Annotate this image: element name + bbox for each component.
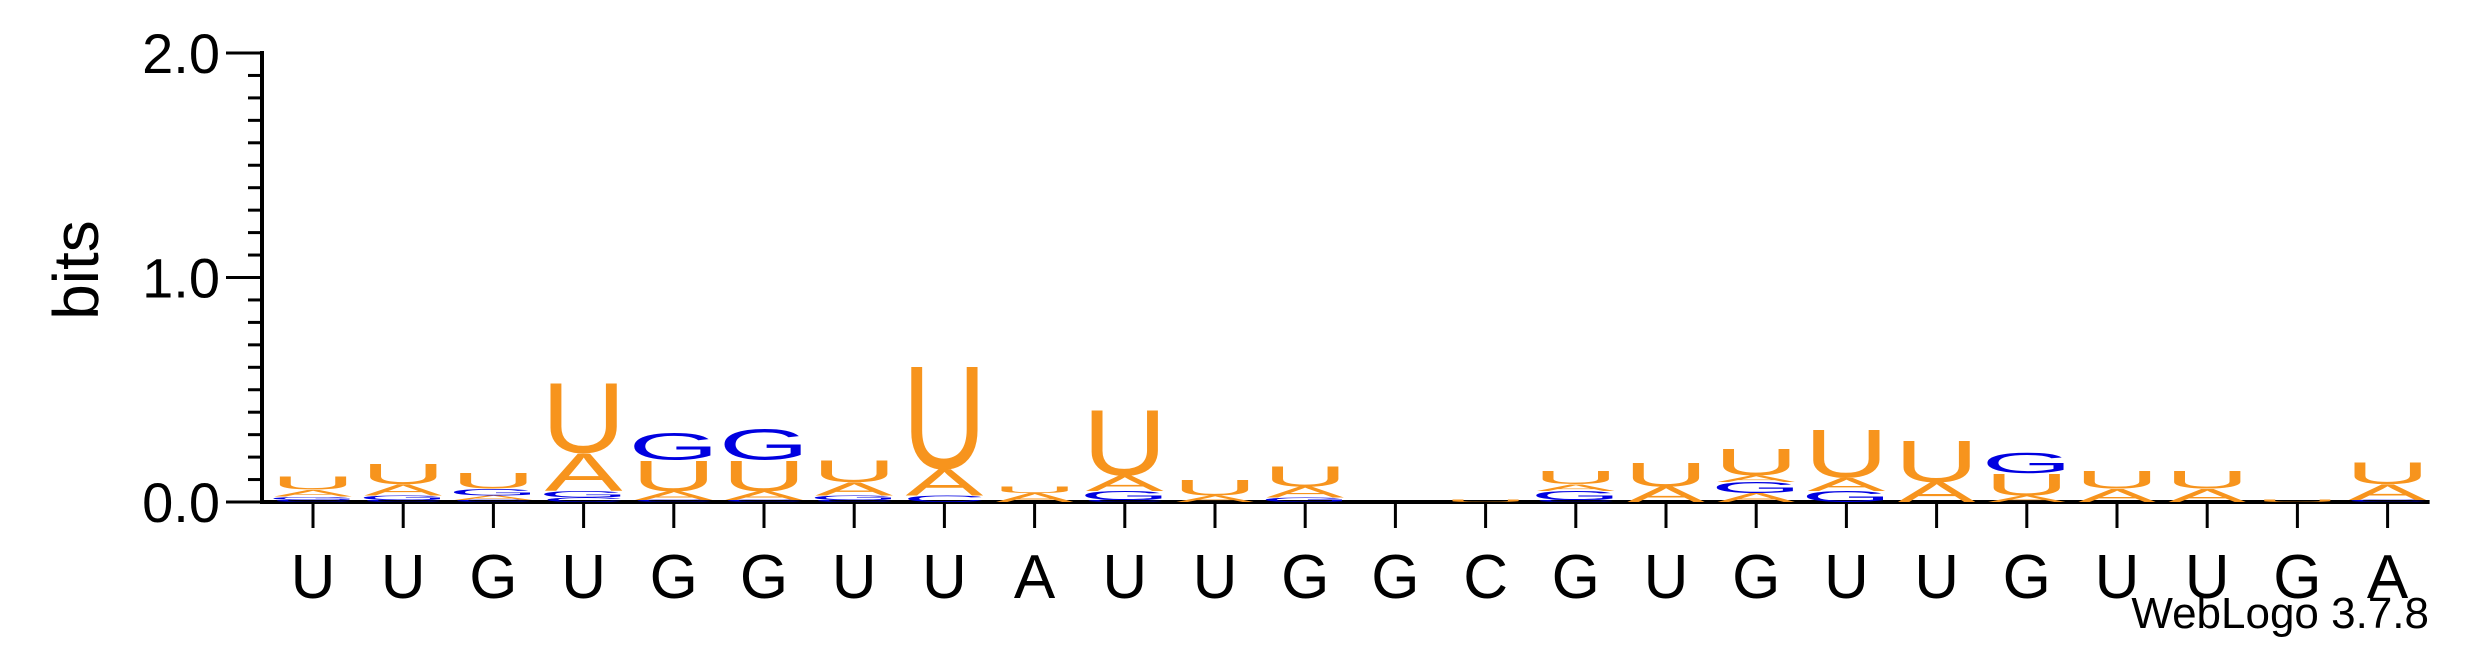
- logo-letter: U: [1534, 467, 1618, 488]
- x-tick-label: U: [922, 543, 967, 612]
- logo-letter: U: [2075, 466, 2159, 494]
- logo-letter: U: [2165, 466, 2249, 494]
- logo-letter: U: [451, 469, 535, 494]
- svg-text:G: G: [1981, 447, 2072, 479]
- logo-letter: U: [541, 363, 625, 475]
- logo-letter: U: [1714, 442, 1798, 484]
- logo-letter: U: [361, 458, 445, 490]
- svg-text:G: G: [628, 426, 719, 468]
- x-tick-label: G: [1281, 543, 1329, 612]
- svg-text:U: U: [1173, 475, 1257, 500]
- x-tick-label: U: [561, 543, 606, 612]
- logo-letter: U: [1804, 415, 1888, 492]
- logo-letter: U: [1263, 461, 1347, 493]
- svg-text:U: U: [2075, 466, 2159, 494]
- x-tick-label: U: [291, 543, 336, 612]
- logo-letter: G: [719, 420, 810, 469]
- svg-text:U: U: [1804, 415, 1888, 492]
- logo-letter: G: [1981, 447, 2072, 479]
- x-tick-label: G: [1732, 543, 1780, 612]
- logo-letter: U: [1083, 391, 1167, 496]
- x-tick-label: A: [1014, 543, 1056, 612]
- y-axis-label: bits: [40, 220, 112, 320]
- logo-letter: U: [1894, 428, 1978, 495]
- y-tick-label: 0.0: [142, 471, 220, 534]
- logo-letter: U: [271, 473, 355, 494]
- svg-text:U: U: [1263, 461, 1347, 493]
- x-tick-label: U: [1914, 543, 1959, 612]
- svg-text:U: U: [361, 458, 445, 490]
- logo-letter: U: [2345, 456, 2429, 491]
- x-tick-label: U: [381, 543, 426, 612]
- svg-text:U: U: [992, 484, 1076, 495]
- svg-text:U: U: [1894, 428, 1978, 495]
- svg-text:U: U: [2345, 456, 2429, 491]
- svg-text:G: G: [719, 420, 810, 469]
- x-tick-label: U: [1102, 543, 1147, 612]
- x-tick-label: G: [2003, 543, 2051, 612]
- svg-text:U: U: [1083, 391, 1167, 496]
- y-tick-label: 1.0: [142, 247, 220, 310]
- x-tick-label: U: [1193, 543, 1238, 612]
- x-tick-label: U: [832, 543, 877, 612]
- svg-text:U: U: [451, 469, 535, 494]
- x-tick-label: G: [740, 543, 788, 612]
- x-tick-label: G: [650, 543, 698, 612]
- svg-text:U: U: [271, 473, 355, 494]
- logo-letter: U: [1173, 475, 1257, 500]
- logo-letter: U: [1624, 455, 1708, 493]
- svg-text:U: U: [2165, 466, 2249, 494]
- x-tick-label: G: [469, 543, 517, 612]
- logo-letter: U: [902, 336, 986, 500]
- svg-text:U: U: [812, 454, 896, 489]
- svg-text:U: U: [1534, 467, 1618, 488]
- svg-text:U: U: [541, 363, 625, 475]
- weblogo-credit: WebLogo 3.7.8: [2131, 589, 2429, 639]
- logo-letter: G: [628, 426, 719, 468]
- x-tick-label: G: [1552, 543, 1600, 612]
- logo-letter: U: [992, 484, 1076, 495]
- x-tick-label: U: [1644, 543, 1689, 612]
- y-ticks: 0.0 1.0 2.0: [142, 22, 262, 534]
- svg-text:U: U: [902, 336, 986, 500]
- x-tick-label: G: [1371, 543, 1419, 612]
- x-tick-label: C: [1463, 543, 1508, 612]
- x-tick-label: U: [1824, 543, 1869, 612]
- y-tick-label: 2.0: [142, 22, 220, 85]
- svg-text:U: U: [1714, 442, 1798, 484]
- svg-text:U: U: [1624, 455, 1708, 493]
- logo-letter: U: [812, 454, 896, 489]
